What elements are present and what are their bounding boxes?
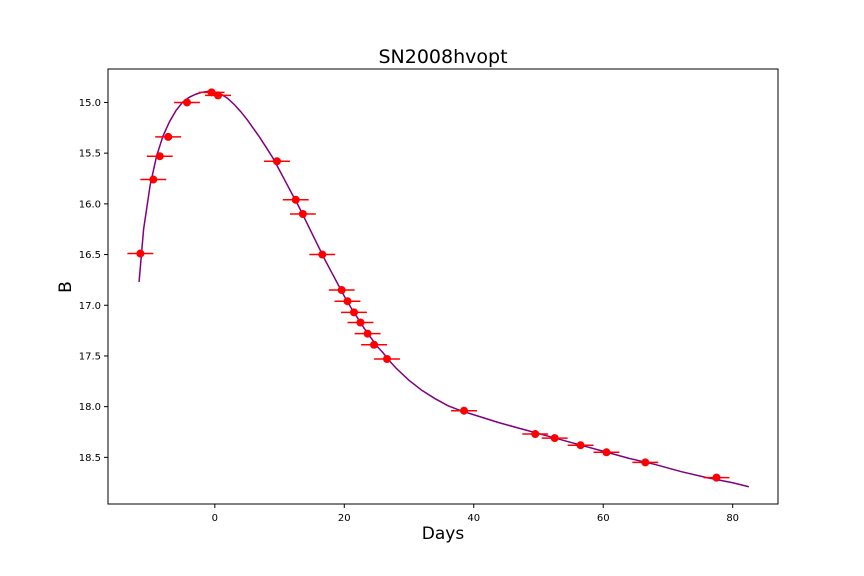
data-point xyxy=(451,406,477,415)
plot-area-frame xyxy=(107,68,779,505)
data-point-marker xyxy=(576,441,585,450)
data-point-marker xyxy=(349,308,358,317)
data-point-marker xyxy=(641,458,650,467)
x-tick-label: 60 xyxy=(597,513,610,524)
data-point xyxy=(155,132,182,141)
data-point-marker xyxy=(149,175,158,184)
x-axis: 0 20 40 60 80 xyxy=(212,504,739,524)
data-point xyxy=(374,355,400,363)
data-point-marker xyxy=(318,250,327,259)
x-axis-label: Days xyxy=(422,524,465,544)
data-point xyxy=(347,318,374,327)
y-tick-label: 18.0 xyxy=(79,402,101,413)
data-point-marker xyxy=(531,430,540,439)
data-point xyxy=(703,473,730,482)
data-point xyxy=(140,175,167,184)
data-point xyxy=(127,249,154,258)
y-axis-label: B xyxy=(56,281,76,293)
chart-title: SN2008hvopt xyxy=(378,46,507,68)
data-point xyxy=(282,195,309,204)
data-point-marker xyxy=(356,318,365,327)
model-curve-layer xyxy=(138,90,750,488)
data-point xyxy=(632,458,659,467)
y-tick-label: 15.5 xyxy=(79,149,101,160)
data-point-marker xyxy=(182,98,191,107)
x-tick-label: 40 xyxy=(467,513,480,524)
data-point xyxy=(593,448,620,457)
data-point-marker xyxy=(207,88,216,97)
data-point-marker xyxy=(343,297,352,306)
data-point-marker xyxy=(298,210,307,218)
y-tick-label: 17.5 xyxy=(79,351,101,362)
y-axis: 15.0 15.5 16.0 16.5 17.0 17.5 18.0 18.5 xyxy=(79,98,108,464)
data-point-marker xyxy=(337,286,346,295)
data-point-marker xyxy=(291,195,300,204)
x-tick-label: 20 xyxy=(338,513,351,524)
data-point xyxy=(328,286,355,295)
y-tick-label: 16.5 xyxy=(79,250,101,261)
data-point-marker xyxy=(214,91,223,100)
y-tick-label: 17.0 xyxy=(79,301,101,312)
data-point xyxy=(205,91,231,100)
y-tick-label: 15.0 xyxy=(79,98,101,109)
data-points-layer xyxy=(127,88,730,482)
data-point xyxy=(522,430,549,439)
x-tick-label: 80 xyxy=(726,513,739,524)
data-point-marker xyxy=(272,157,281,166)
data-point xyxy=(567,441,594,450)
data-point xyxy=(289,210,316,218)
data-point xyxy=(361,340,388,349)
data-point-marker xyxy=(136,249,145,258)
data-point-marker xyxy=(550,434,559,443)
data-point xyxy=(146,152,173,161)
data-point-marker xyxy=(383,355,392,363)
data-point-marker xyxy=(602,448,611,457)
data-point xyxy=(541,434,568,443)
x-tick-label: 0 xyxy=(212,513,218,524)
data-point xyxy=(309,250,336,259)
data-point-marker xyxy=(460,406,469,415)
data-point xyxy=(341,308,367,317)
data-point xyxy=(354,329,381,338)
data-point xyxy=(264,157,290,166)
data-point-marker xyxy=(712,473,721,482)
y-tick-label: 18.5 xyxy=(79,453,101,464)
model-curve-line xyxy=(138,90,750,488)
data-point xyxy=(174,98,200,107)
data-point-marker xyxy=(363,329,372,338)
data-point-marker xyxy=(155,152,164,161)
data-point xyxy=(334,297,361,306)
data-point-marker xyxy=(370,340,379,349)
data-point-marker xyxy=(164,132,173,141)
y-tick-label: 16.0 xyxy=(79,199,101,210)
